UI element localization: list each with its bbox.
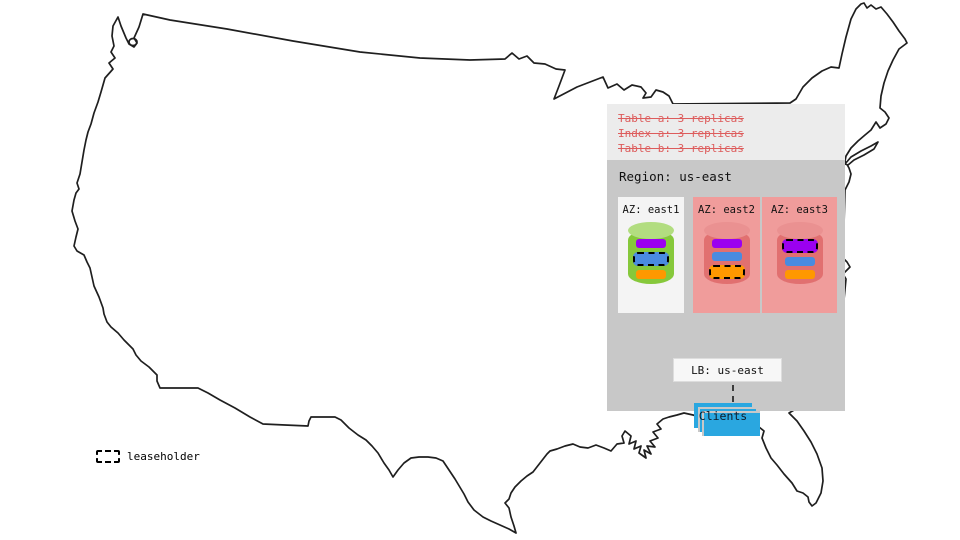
leaseholder-swatch-icon (96, 450, 120, 463)
leaseholder-bar-blue (633, 252, 669, 266)
replica-bar-purple (711, 239, 742, 248)
replica-bar-purple (636, 239, 666, 248)
az-box-east2: AZ: east2 (693, 197, 760, 313)
db-cylinder-east3 (776, 222, 823, 284)
replica-bars (781, 239, 818, 279)
cylinder-top (703, 222, 750, 239)
az-label-east3: AZ: east3 (771, 204, 828, 216)
leaseholder-bar-purple (781, 239, 818, 253)
az-box-east1: AZ: east1 (618, 197, 684, 313)
clients-stack: Clients (694, 403, 760, 436)
az-label-east2: AZ: east2 (698, 204, 755, 216)
region-panel: Table a: 3 replicas Index a: 3 replicas … (607, 104, 845, 436)
leaseholder-bar-orange (708, 265, 745, 279)
region-body: Region: us-east AZ: east1 AZ: east2 (607, 160, 845, 436)
zone-config-line-table-b: Table b: 3 replicas (618, 142, 744, 155)
legend: leaseholder (96, 450, 200, 463)
replica-bar-blue (784, 257, 815, 266)
legend-label: leaseholder (127, 450, 200, 463)
zone-config-note: Table a: 3 replicas Index a: 3 replicas … (607, 104, 845, 160)
lb-clients-connector (732, 385, 734, 402)
zone-config-line-table-a: Table a: 3 replicas (618, 112, 744, 125)
zone-config-line-index-a: Index a: 3 replicas (618, 127, 744, 140)
puget-sound-inlet (128, 37, 138, 47)
load-balancer-box: LB: us-east (673, 358, 782, 382)
az-box-east3: AZ: east3 (762, 197, 837, 313)
db-cylinder-east2 (703, 222, 750, 284)
cylinder-top (628, 222, 674, 239)
cylinder-top (776, 222, 823, 239)
replica-bars (708, 239, 745, 279)
replica-bar-orange (784, 270, 815, 279)
replica-bar-blue (711, 252, 742, 261)
region-title: Region: us-east (619, 169, 732, 184)
db-cylinder-east1 (628, 222, 674, 284)
long-island-outline (844, 141, 879, 166)
replica-bars (633, 239, 669, 279)
az-label-east1: AZ: east1 (622, 204, 680, 216)
replica-bar-orange (636, 270, 666, 279)
